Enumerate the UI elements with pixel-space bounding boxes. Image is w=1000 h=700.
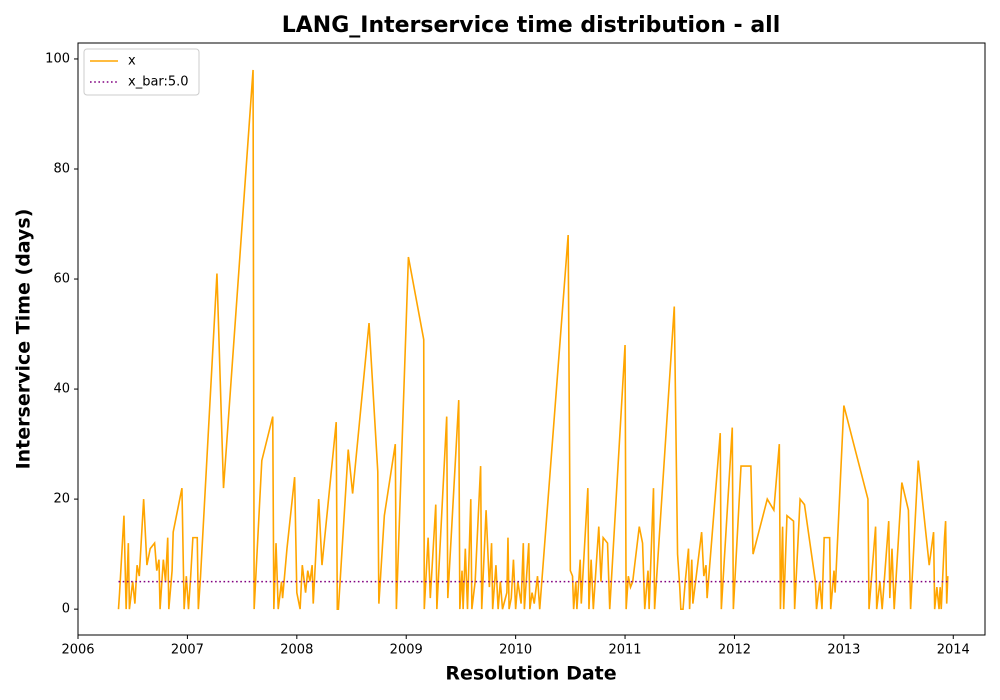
series-line bbox=[117, 69, 949, 610]
plot-frame bbox=[77, 42, 986, 636]
y-tick-label: 60 bbox=[53, 272, 70, 287]
y-tick-label: 100 bbox=[45, 51, 70, 66]
y-tick-label: 80 bbox=[53, 161, 70, 176]
x-tick-label: 2012 bbox=[718, 643, 751, 658]
x-tick-label: 2008 bbox=[280, 643, 313, 658]
x-tick-label: 2007 bbox=[171, 643, 204, 658]
x-tick-label: 2009 bbox=[390, 643, 423, 658]
x-tick-label: 2010 bbox=[499, 643, 532, 658]
y-tick-label: 40 bbox=[53, 382, 70, 397]
x-axis-label: Resolution Date bbox=[445, 663, 616, 685]
y-tick-label: 0 bbox=[62, 602, 70, 617]
legend-label: x bbox=[128, 54, 136, 69]
x-tick-label: 2011 bbox=[608, 643, 641, 658]
y-tick-label: 20 bbox=[53, 492, 70, 507]
x-tick-label: 2013 bbox=[827, 643, 860, 658]
x-tick-label: 2014 bbox=[937, 643, 970, 658]
chart-title: LANG_Interservice time distribution - al… bbox=[282, 13, 781, 38]
legend-label: x_bar:5.0 bbox=[128, 75, 189, 90]
x-tick-label: 2006 bbox=[61, 643, 94, 658]
y-axis-label: Interservice Time (days) bbox=[13, 209, 35, 470]
